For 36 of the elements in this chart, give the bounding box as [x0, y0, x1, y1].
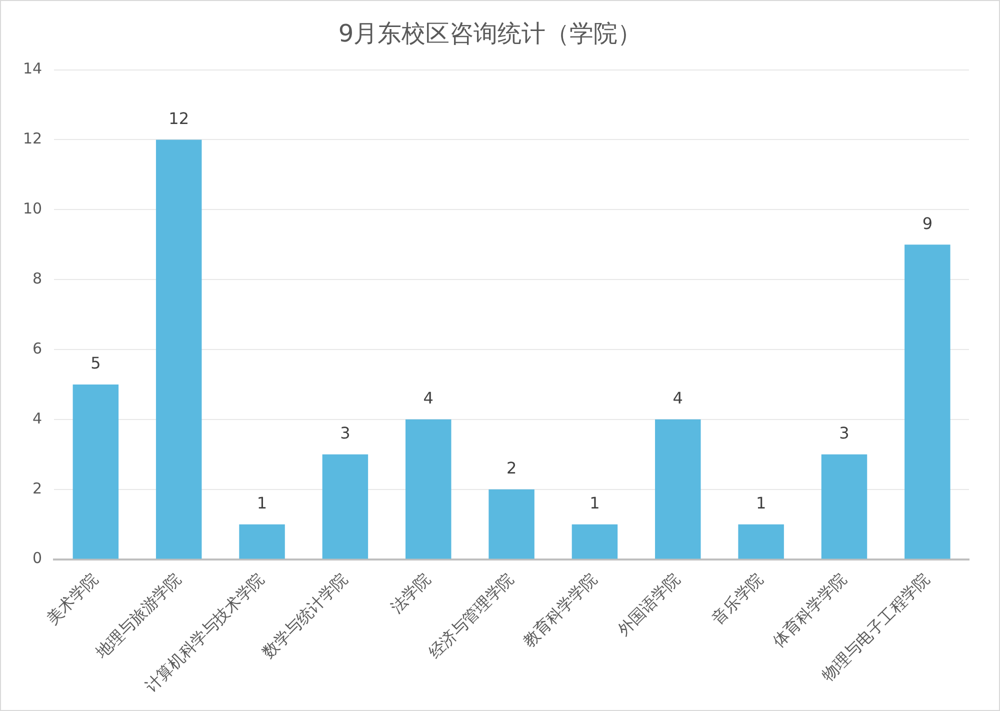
y-tick-label: 12 — [22, 130, 42, 148]
bar — [488, 489, 534, 559]
bar — [821, 454, 868, 559]
bar — [239, 524, 285, 559]
x-tick-label: 外国语学院 — [614, 569, 684, 640]
x-tick-label: 美术学院 — [42, 569, 102, 628]
bar — [904, 244, 950, 559]
data-label: 1 — [256, 493, 268, 512]
bar — [156, 140, 202, 559]
bar — [655, 419, 701, 559]
data-label: 3 — [839, 424, 850, 443]
bar — [405, 419, 452, 559]
data-label: 1 — [590, 493, 600, 512]
bar — [738, 524, 784, 559]
chart-title: 9月东校区咨询统计（学院） — [338, 20, 642, 48]
data-label: 12 — [168, 108, 190, 128]
bar — [322, 454, 368, 559]
data-label: 5 — [90, 354, 101, 373]
data-label: 4 — [423, 388, 434, 408]
y-tick-label: 8 — [32, 269, 42, 288]
bar — [572, 524, 618, 559]
x-tick-label: 音乐学院 — [708, 569, 767, 628]
y-tick-label: 10 — [22, 200, 42, 218]
bar — [72, 384, 119, 559]
y-tick-label: 6 — [32, 339, 42, 358]
x-tick-label: 法学院 — [386, 569, 434, 617]
y-tick-label: 0 — [32, 549, 42, 568]
x-tick-label: 教育科学学院 — [519, 569, 600, 651]
y-tick-label: 4 — [32, 409, 42, 428]
data-label: 4 — [672, 388, 683, 408]
data-label: 1 — [756, 493, 766, 512]
y-tick-label: 2 — [32, 479, 42, 498]
y-tick-label: 14 — [22, 60, 42, 78]
data-label: 9 — [922, 214, 933, 233]
data-label: 2 — [506, 458, 517, 478]
data-label: 3 — [340, 424, 350, 443]
